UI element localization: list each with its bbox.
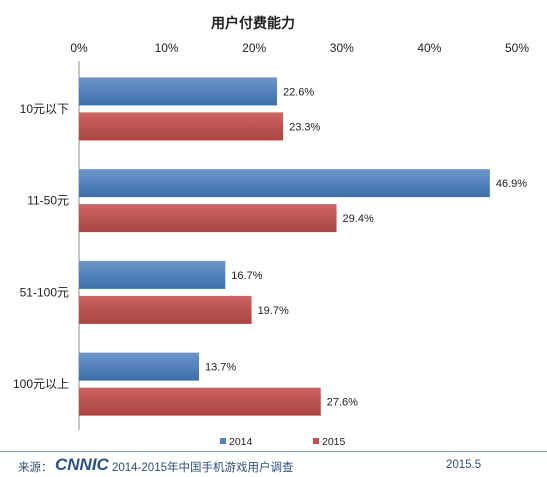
x-tick-label: 30% — [330, 41, 354, 55]
category-labels: 10元以下 11-50元 51-100元 100元以上 — [13, 102, 69, 391]
bar-2015 — [79, 387, 321, 416]
category-label: 51-100元 — [20, 285, 69, 299]
data-label: 19.7% — [258, 305, 289, 317]
category-label: 11-50元 — [27, 194, 69, 208]
legend: 2014 2015 — [220, 436, 346, 448]
data-label: 16.7% — [231, 270, 262, 282]
source-date: 2015.5 — [446, 459, 482, 471]
source-label: 来源： — [18, 462, 53, 474]
data-label: 27.6% — [327, 397, 358, 409]
bar-2014 — [79, 77, 277, 106]
category-label: 100元以上 — [13, 377, 69, 391]
data-labels: 22.6% 23.3% 46.9% 29.4% 16.7% 19.7% 13.7% 27.6% — [205, 86, 527, 408]
source-text: 2014-2015年中国手机游戏用户调查 — [112, 462, 294, 474]
category-label: 10元以下 — [20, 102, 69, 116]
bar-2014 — [79, 352, 200, 381]
bar-2015 — [79, 204, 337, 233]
legend-label: 2015 — [322, 436, 346, 448]
data-label: 13.7% — [205, 362, 236, 374]
data-label: 22.6% — [283, 86, 314, 98]
legend-swatch-2015 — [313, 438, 319, 444]
svg-text:CNNIC: CNNIC — [55, 455, 110, 474]
legend-label: 2014 — [229, 436, 253, 448]
x-tick-label: 40% — [417, 41, 441, 55]
x-tick-label: 20% — [242, 41, 266, 55]
bar-2014 — [79, 260, 226, 289]
x-tick-label: 0% — [70, 41, 88, 55]
data-label: 46.9% — [496, 178, 527, 190]
x-tick-label: 10% — [155, 41, 179, 55]
x-tick-label: 50% — [505, 41, 529, 55]
data-label: 29.4% — [343, 213, 374, 225]
bar-2015 — [79, 112, 284, 141]
chart: 用户付费能力 0% 10% 20% 30% 40% 50% 22.6% 23.3% 46.9%… — [13, 15, 529, 448]
legend-swatch-2014 — [220, 438, 226, 444]
data-label: 23.3% — [289, 121, 320, 133]
bar-2014 — [79, 169, 490, 198]
footer-divider — [0, 451, 547, 452]
bars — [79, 77, 490, 416]
bar-2015 — [79, 295, 252, 324]
cnnic-logo: CNNIC — [55, 455, 110, 474]
footer: 来源： CNNIC 2014-2015年中国手机游戏用户调查 2015.5 — [0, 452, 547, 477]
chart-title: 用户付费能力 — [211, 15, 295, 31]
